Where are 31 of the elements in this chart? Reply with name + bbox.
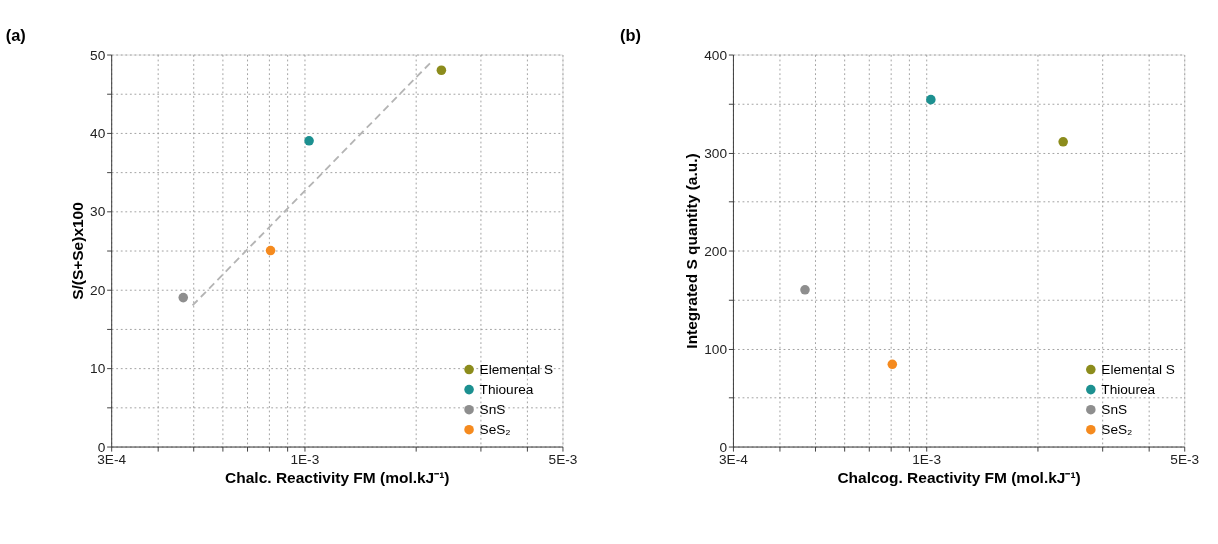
legend-label: Thiourea bbox=[479, 382, 534, 398]
x-axis-title: Chalcog. Reactivity FM (mol.kJ⁻¹) bbox=[837, 468, 1081, 486]
y-tick-label: 20 bbox=[90, 282, 106, 298]
y-tick-label: 0 bbox=[719, 439, 728, 455]
y-tick-label: 40 bbox=[90, 125, 106, 141]
x-tick-label: 3E-4 bbox=[719, 452, 749, 468]
legend-label: SnS bbox=[479, 402, 506, 418]
x-tick-label: 1E-3 bbox=[912, 452, 941, 468]
y-tick-label: 400 bbox=[704, 47, 728, 63]
legend-label: Thiourea bbox=[1101, 382, 1156, 398]
chart-title: (b) bbox=[619, 25, 641, 44]
x-tick-label: 3E-4 bbox=[97, 452, 127, 468]
y-tick-label: 0 bbox=[97, 439, 106, 455]
legend-label: Elemental S bbox=[1101, 362, 1175, 378]
x-axis-title: Chalc. Reactivity FM (mol.kJ⁻¹) bbox=[225, 468, 450, 486]
y-axis-title: S/(S+Se)x100 bbox=[68, 202, 86, 300]
legend-label: SeS₂ bbox=[1101, 422, 1133, 438]
y-tick-label: 10 bbox=[90, 361, 106, 377]
y-tick-label: 100 bbox=[704, 341, 728, 357]
chart-title: (a) bbox=[5, 25, 26, 44]
y-tick-label: 30 bbox=[90, 204, 106, 220]
legend-label: SeS₂ bbox=[479, 422, 511, 438]
legend-label: SnS bbox=[1101, 402, 1128, 418]
x-tick-label: 5E-3 bbox=[548, 452, 578, 468]
x-tick-label: 1E-3 bbox=[290, 452, 320, 468]
y-axis-title: Integrated S quantity (a.u.) bbox=[682, 153, 700, 349]
x-tick-label: 5E-3 bbox=[1170, 452, 1200, 468]
y-tick-label: 200 bbox=[704, 243, 728, 259]
y-tick-label: 50 bbox=[90, 47, 106, 63]
legend-label: Elemental S bbox=[479, 362, 554, 378]
y-tick-label: 300 bbox=[704, 145, 728, 161]
